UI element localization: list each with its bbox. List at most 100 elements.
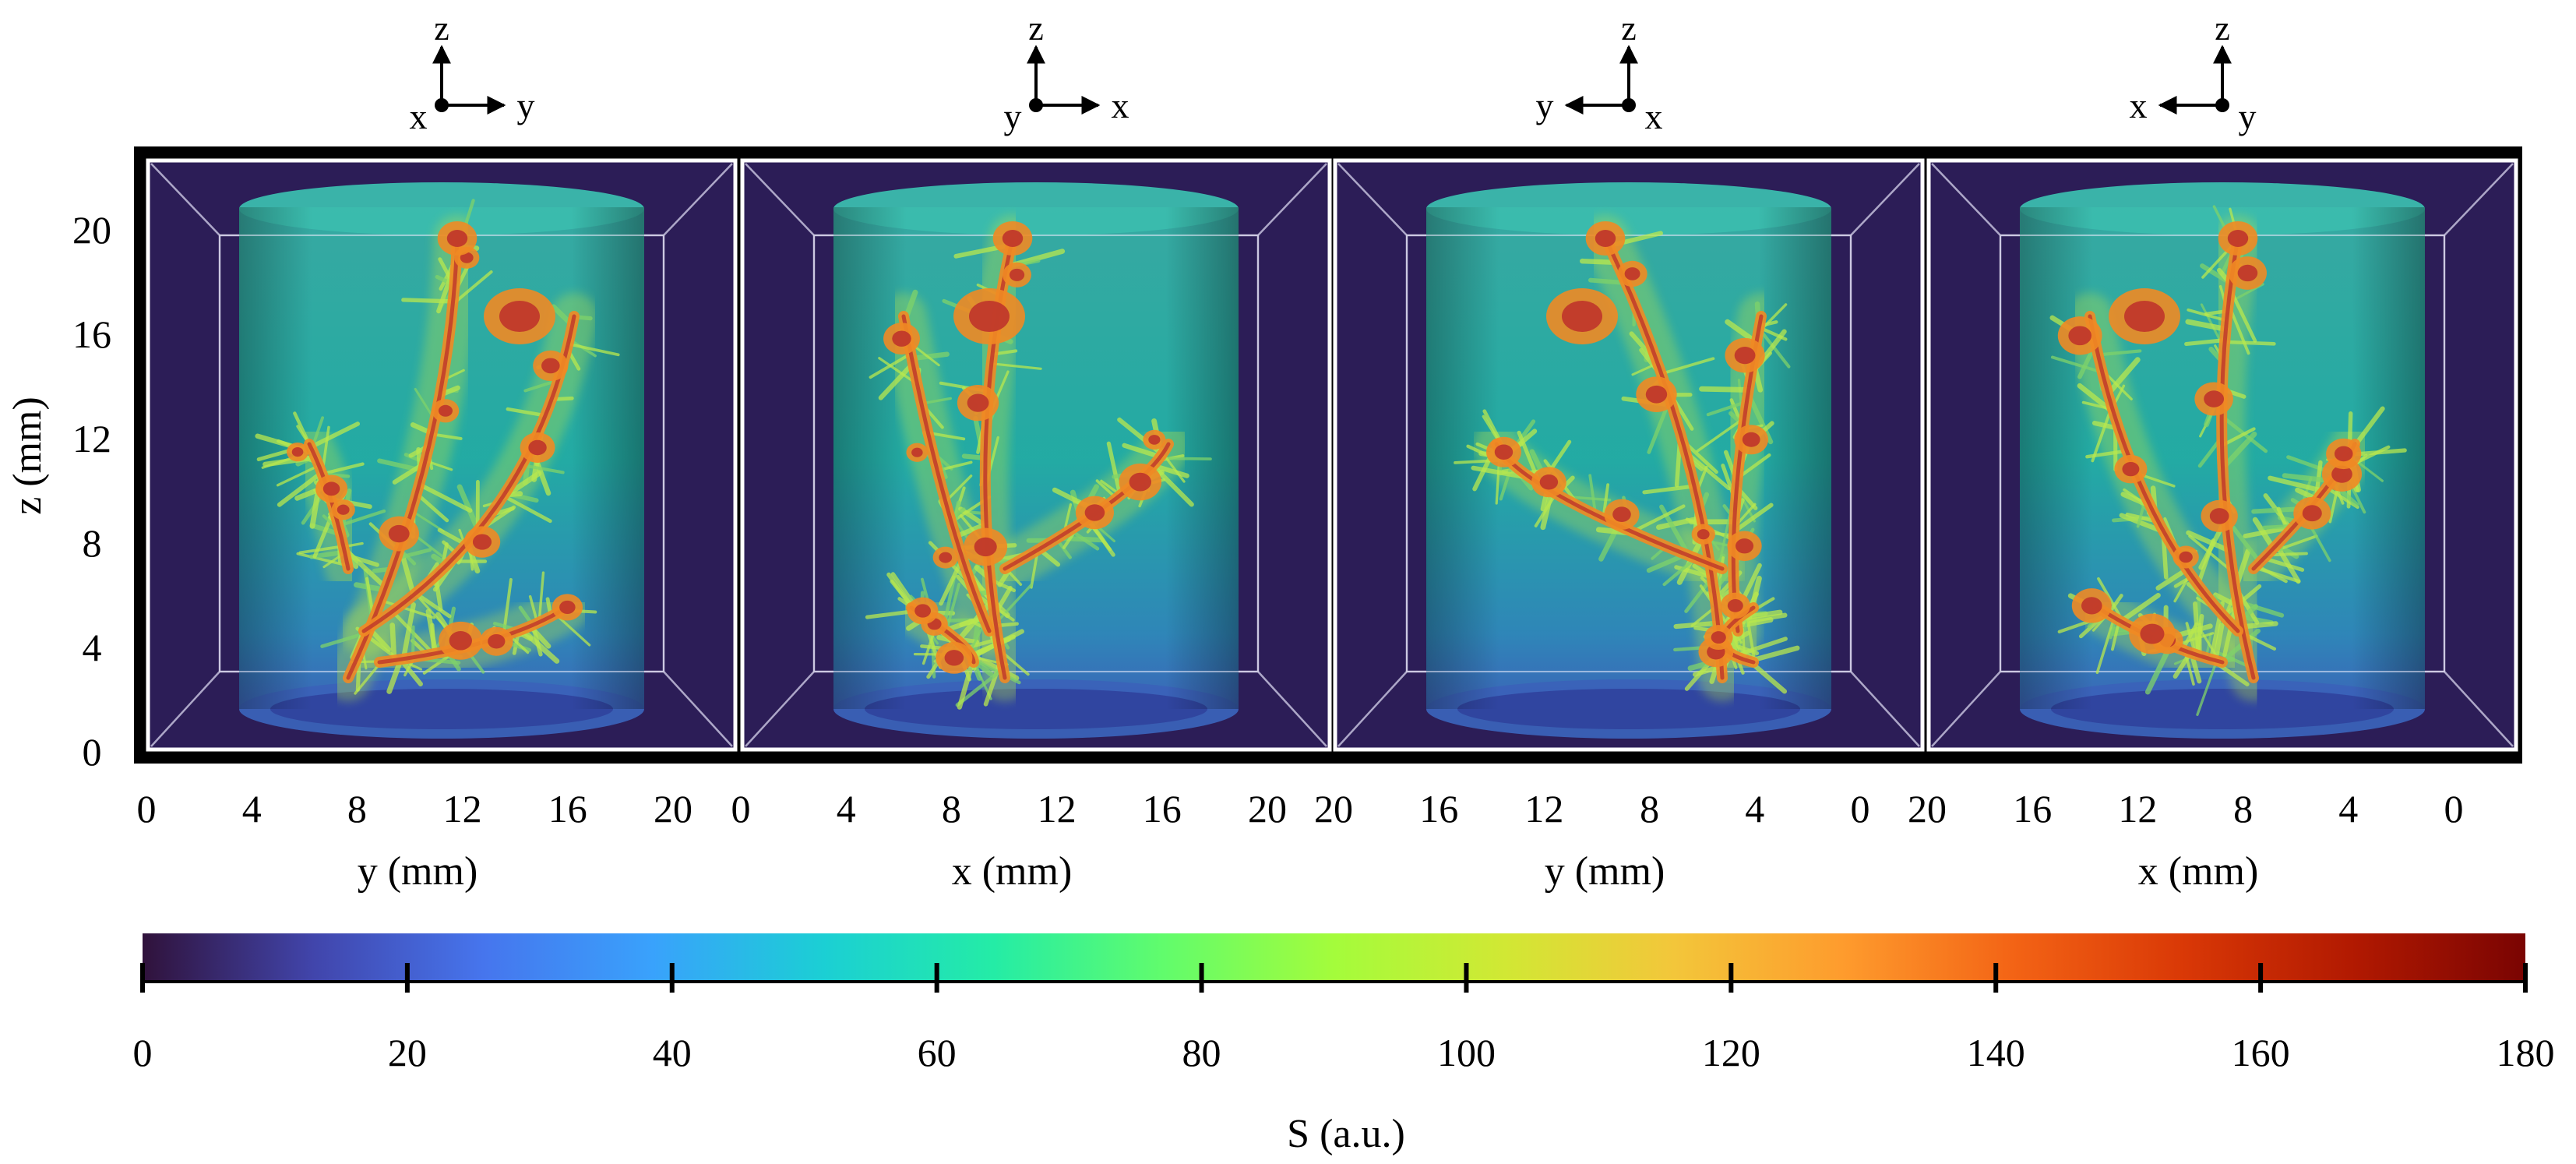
- volume-panel-2: [740, 158, 1332, 752]
- horizontal-axis-label: y: [517, 86, 535, 125]
- axes-icon-1: z y x: [410, 9, 535, 136]
- leaf: [939, 556, 965, 606]
- bud-core: [322, 481, 340, 496]
- box-edge: [2444, 671, 2514, 747]
- box-edge: [1850, 671, 1920, 747]
- out-of-plane-axis-label: x: [410, 97, 428, 136]
- bud-core: [2068, 326, 2092, 346]
- box-edge: [663, 163, 733, 236]
- colorbar-tick-label: 100: [1437, 1031, 1496, 1074]
- x-tick-label: 20: [1908, 787, 1947, 831]
- stem-core: [2088, 314, 2240, 633]
- x-tick-label: 20: [1248, 787, 1287, 831]
- x-tick-label: 12: [2118, 787, 2157, 831]
- x-axis-3: 20 16 12 8 4 0 y (mm): [1314, 787, 1870, 894]
- z-axis-label: z: [1028, 9, 1044, 48]
- leaf: [1717, 513, 1732, 569]
- leaf: [379, 598, 435, 619]
- bud-core: [388, 524, 410, 543]
- x-axis-label: x (mm): [2138, 849, 2259, 894]
- z-axis-label: z: [1621, 9, 1637, 48]
- leaf: [320, 462, 365, 476]
- x-tick-label: 8: [942, 787, 961, 831]
- colorbar-tick-label: 60: [918, 1031, 957, 1074]
- leaf: [971, 657, 1021, 685]
- leaf: [414, 591, 452, 619]
- leaf: [1734, 617, 1774, 630]
- leaf: [1706, 400, 1749, 417]
- bud-core: [2140, 623, 2165, 644]
- leaf: [298, 545, 345, 555]
- bud-core: [1494, 444, 1514, 460]
- inner-box-overlay: [813, 235, 1259, 672]
- leaf: [2187, 308, 2229, 323]
- axes-icon-2: z x y: [1004, 9, 1129, 136]
- colorbar-tick-label: 160: [2232, 1031, 2290, 1074]
- horizontal-axis-label: y: [1536, 86, 1554, 125]
- leaf: [957, 657, 976, 710]
- leaf: [263, 454, 319, 467]
- plant-structure: [255, 199, 620, 701]
- out-of-plane-axis-label: y: [1004, 97, 1022, 136]
- leaf: [276, 464, 321, 487]
- colorbar-gradient: [143, 933, 2525, 983]
- x-axis-1: 0 4 8 12 16 20 y (mm): [137, 787, 693, 894]
- origin-dot: [435, 98, 449, 112]
- x-axis-2: 0 4 8 12 16 20 x (mm): [731, 787, 1288, 894]
- leaf: [2252, 517, 2276, 552]
- leaf: [878, 361, 915, 400]
- box-edge: [663, 671, 733, 747]
- leaf: [414, 492, 449, 523]
- leaf: [1588, 474, 1598, 517]
- leaf: [520, 464, 565, 474]
- y-tick-label: 8: [83, 521, 102, 565]
- bud-core: [337, 504, 350, 515]
- bud-core: [291, 447, 304, 457]
- leaf: [2155, 566, 2190, 591]
- colorbar-tick-label: 180: [2497, 1031, 2555, 1074]
- box-edge: [1931, 163, 2001, 236]
- flower-core: [1562, 301, 1602, 332]
- bud-core: [559, 600, 576, 614]
- leaf: [2096, 349, 2142, 357]
- leaf: [1745, 610, 1757, 661]
- x-tick-label: 0: [2444, 787, 2464, 831]
- leaf: [1630, 504, 1686, 534]
- leaf: [2184, 338, 2227, 347]
- bud-core: [1084, 504, 1105, 521]
- leaf: [2212, 623, 2225, 664]
- horizontal-axis-label: x: [1112, 86, 1129, 125]
- leaf: [1499, 461, 1514, 501]
- leaf: [2268, 475, 2327, 494]
- leaf: [1642, 484, 1697, 495]
- bud-core: [914, 604, 931, 618]
- origin-dot: [1029, 98, 1043, 112]
- leaf: [1662, 556, 1697, 587]
- out-of-plane-axis-label: x: [1645, 97, 1663, 136]
- origin-dot: [2215, 98, 2229, 112]
- colorbar-tick-label: 40: [653, 1031, 692, 1074]
- colorbar-tick-label: 140: [1967, 1031, 2025, 1074]
- leaf: [994, 584, 1033, 625]
- x-tick-label: 0: [137, 787, 157, 831]
- bud-core: [438, 404, 453, 417]
- colorbar-tick-label: 80: [1182, 1031, 1221, 1074]
- y-tick-label: 16: [72, 312, 111, 356]
- bud-core: [1711, 631, 1726, 644]
- box-edge: [745, 671, 815, 747]
- y-tick-label: 4: [83, 626, 102, 669]
- bud-core: [974, 537, 997, 557]
- leaf: [2261, 556, 2305, 572]
- leaf: [1696, 416, 1746, 453]
- bud-core: [1539, 474, 1559, 490]
- x-tick-label: 16: [2013, 787, 2052, 831]
- flower-core: [969, 301, 1010, 332]
- leaf: [296, 552, 349, 567]
- bud-core: [1727, 599, 1743, 612]
- box-edge: [745, 163, 815, 236]
- bud-core: [472, 534, 492, 550]
- leaf: [2222, 340, 2276, 346]
- colorbar-label: S (a.u.): [1287, 1112, 1405, 1156]
- box-edge: [1931, 671, 2001, 747]
- leaf: [337, 509, 386, 528]
